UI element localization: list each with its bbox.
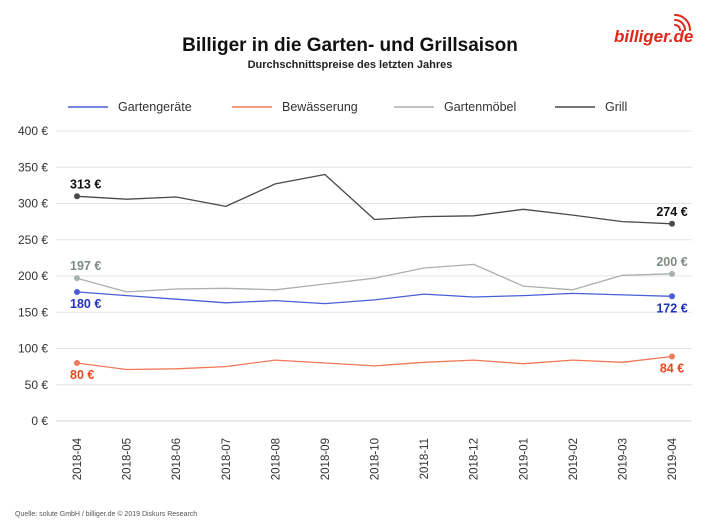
chart-subtitle: Durchschnittspreise des letzten Jahres (248, 59, 453, 71)
data-labels-layer: 180 € 172 € 80 € 84 € 197 € 200 € 313 € 274 € (70, 177, 688, 382)
grid (56, 130, 692, 422)
x-tick-label: 2018-09 (320, 438, 332, 480)
legend-item: Gartengeräte (68, 100, 192, 114)
series-endpoint-marker (669, 220, 675, 227)
x-tick-label: 2018-08 (270, 438, 282, 480)
y-tick-label: 150 € (18, 305, 48, 319)
legend-label: Gartengeräte (118, 100, 192, 114)
y-tick-label: 300 € (18, 197, 48, 211)
series-line (76, 355, 673, 371)
y-tick-label: 350 € (18, 160, 48, 174)
chart-title: Billiger in die Garten- und Grillsaison (182, 35, 518, 56)
x-tick-label: 2018-07 (221, 438, 233, 480)
y-tick-label: 250 € (18, 233, 48, 247)
series-endpoint-marker (669, 270, 675, 277)
series-endpoint-marker (74, 193, 80, 200)
series-endpoint-marker (669, 353, 675, 360)
x-tick-label: 2018-04 (72, 437, 84, 480)
data-label: 274 € (656, 205, 687, 219)
x-tick-label: 2018-12 (469, 438, 481, 480)
legend-label: Bewässerung (282, 100, 358, 114)
x-tick-label: 2018-06 (171, 438, 183, 480)
y-tick-label: 200 € (18, 269, 48, 283)
legend-item: Bewässerung (232, 100, 358, 114)
data-label: 172 € (656, 301, 687, 315)
legend-item: Grill (555, 100, 627, 114)
series-line (76, 263, 673, 293)
y-tick-label: 50 € (25, 378, 49, 392)
series-line (76, 291, 673, 305)
y-tick-label: 0 € (31, 414, 48, 428)
x-tick-label: 2019-01 (518, 438, 530, 480)
series-layer (74, 173, 675, 371)
logo-text: billiger.de (614, 27, 693, 46)
data-label: 313 € (70, 177, 101, 191)
data-label: 180 € (70, 297, 101, 311)
series-endpoint-marker (669, 293, 675, 300)
data-label: 80 € (70, 368, 94, 382)
x-tick-label: 2019-02 (568, 438, 580, 480)
billiger-logo: billiger.de (614, 14, 693, 46)
legend-label: Grill (605, 100, 627, 114)
signal-icon (674, 14, 691, 31)
y-tick-label: 100 € (18, 342, 48, 356)
series-line (76, 173, 673, 225)
series-endpoint-marker (74, 288, 80, 295)
series-endpoint-marker (74, 360, 80, 366)
source-note: Quelle: solute GmbH / billiger.de © 2019… (15, 510, 197, 518)
data-label: 200 € (656, 255, 687, 269)
x-tick-label: 2018-05 (122, 438, 134, 480)
x-tick-label: 2018-11 (419, 438, 431, 479)
legend-item: Gartenmöbel (394, 100, 516, 114)
y-axis-ticks: 0 € 50 € 100 € 150 € 200 € 250 € 300 € 350 € 400… (18, 124, 48, 428)
x-tick-label: 2019-04 (667, 437, 679, 480)
x-tick-label: 2019-03 (617, 438, 629, 480)
data-label: 197 € (70, 259, 101, 273)
x-axis-ticks: 2018-04 2018-05 2018-06 2018-07 2018-08 2018-… (72, 437, 679, 480)
legend: Gartengeräte Bewässerung Gartenmöbel Grill (68, 100, 627, 114)
y-tick-label: 400 € (18, 124, 48, 138)
legend-label: Gartenmöbel (444, 100, 516, 114)
series-endpoint-marker (74, 275, 80, 282)
x-tick-label: 2018-10 (370, 438, 382, 480)
data-label: 84 € (660, 361, 684, 375)
